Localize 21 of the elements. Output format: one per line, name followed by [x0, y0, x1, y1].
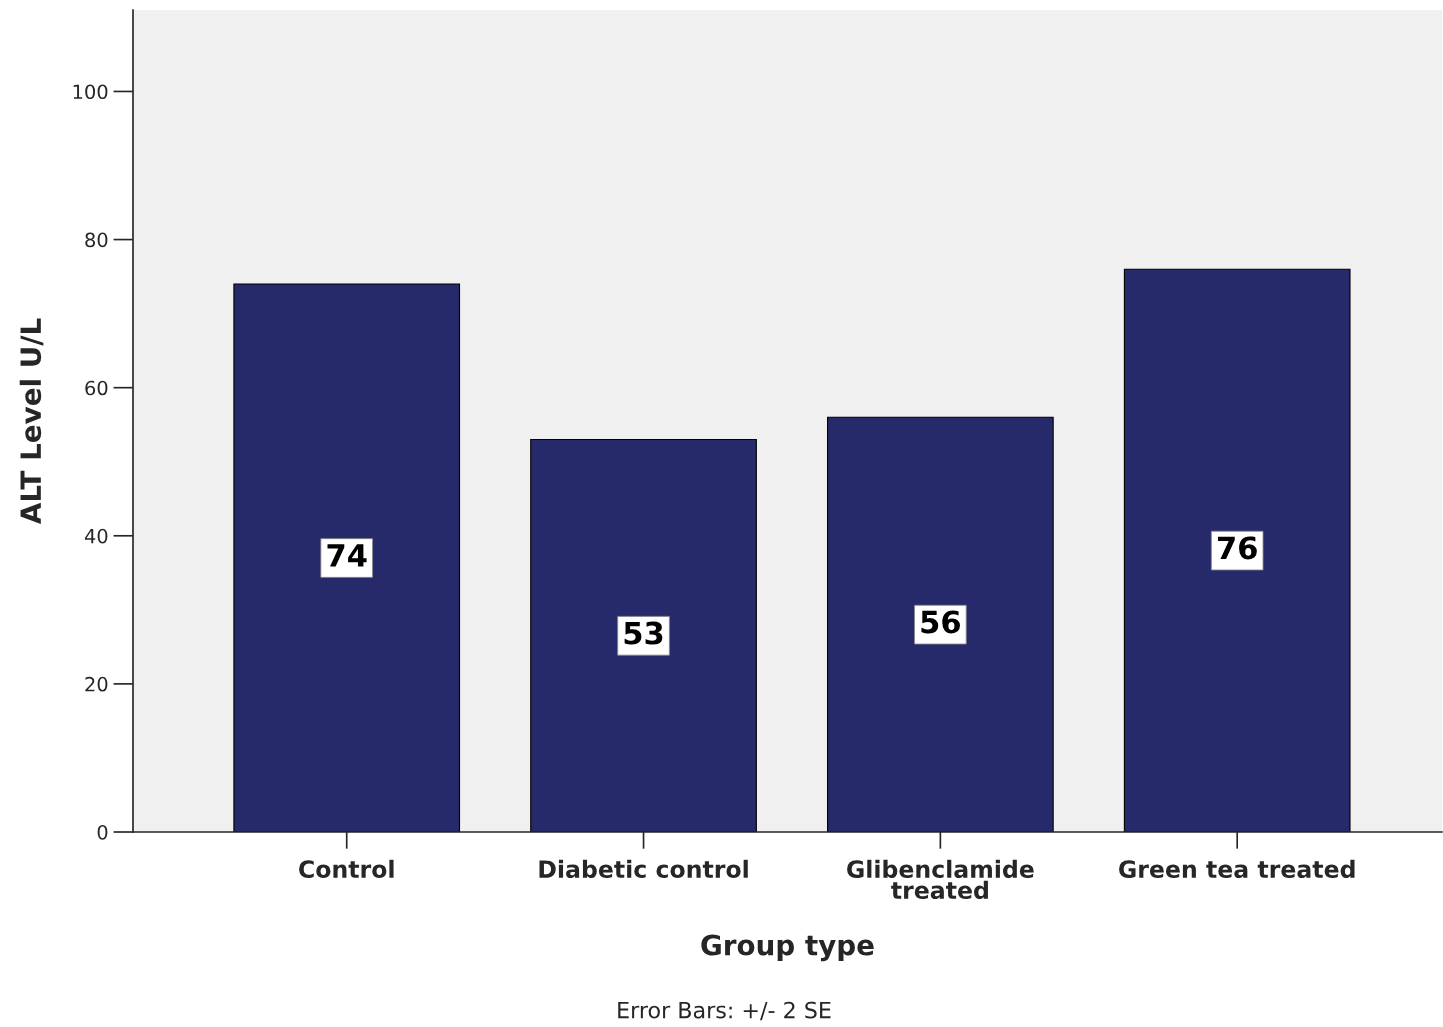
bar — [827, 416, 1054, 832]
x-tick-label: Diabetic control — [539, 859, 748, 879]
bar — [530, 438, 757, 832]
data-label: 56 — [921, 610, 960, 634]
y-tick-label: 40 — [84, 528, 108, 544]
data-label: 74 — [327, 544, 367, 567]
text: Error Bars: +/- 2 SE — [618, 1001, 831, 1021]
x-tick-label: Green tea treated — [1119, 859, 1355, 879]
y-tick-label: 60 — [85, 380, 108, 396]
y-tick-label: 80 — [85, 232, 108, 248]
x-axis-title: Group type — [701, 934, 874, 962]
x-tick-label: Control — [299, 859, 394, 879]
data-label: 53 — [624, 621, 663, 645]
y-axis-title: ALT Level U/L — [19, 318, 44, 525]
bar — [1123, 268, 1351, 832]
bar — [233, 283, 461, 832]
y-tick-label: 0 — [97, 824, 108, 840]
x-tick-label: Glibenclamide treated — [847, 859, 1034, 900]
y-tick-label: 20 — [85, 676, 108, 692]
y-tick-label: 100 — [73, 84, 108, 100]
data-label: 76 — [1217, 536, 1257, 560]
